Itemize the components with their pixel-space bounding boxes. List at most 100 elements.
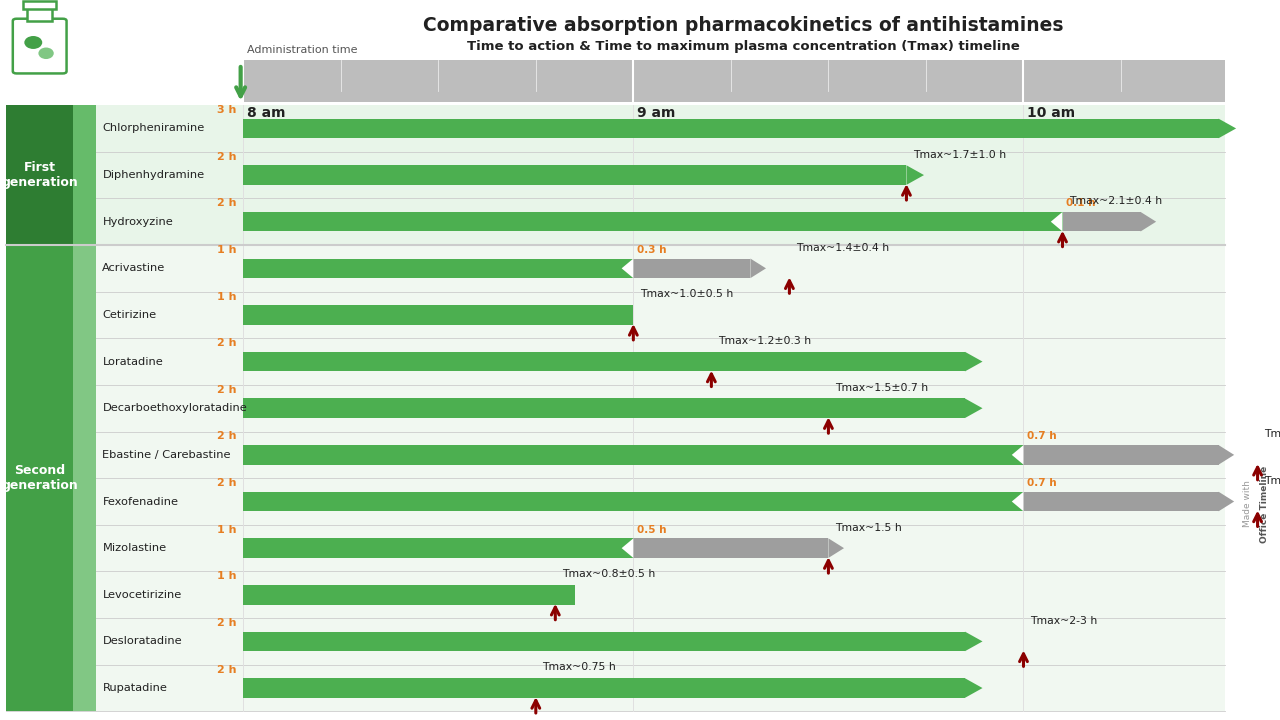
Text: Tmax~2.6 h: Tmax~2.6 h xyxy=(1263,476,1280,486)
Bar xyxy=(96,292,1225,338)
Text: Tmax~1.5 h: Tmax~1.5 h xyxy=(835,523,901,533)
Bar xyxy=(96,199,1225,245)
Text: Levocetirizine: Levocetirizine xyxy=(102,590,182,600)
Text: First
generation: First generation xyxy=(1,161,78,189)
Bar xyxy=(96,431,1225,478)
Bar xyxy=(243,352,965,372)
Text: Tmax~0.8±0.5 h: Tmax~0.8±0.5 h xyxy=(562,570,655,579)
Text: 2 h: 2 h xyxy=(218,618,237,628)
Bar xyxy=(243,398,965,418)
Text: 1 h: 1 h xyxy=(218,292,237,302)
Text: Tmax~1.0±0.5 h: Tmax~1.0±0.5 h xyxy=(640,289,733,300)
Text: 2 h: 2 h xyxy=(218,665,237,675)
Text: Tmax~1.2±0.3 h: Tmax~1.2±0.3 h xyxy=(718,336,812,346)
Bar xyxy=(243,258,634,278)
Polygon shape xyxy=(965,352,983,372)
Bar xyxy=(243,492,1024,511)
Text: 2 h: 2 h xyxy=(218,431,237,441)
Bar xyxy=(634,539,828,558)
Bar xyxy=(243,445,1024,464)
Text: 0.3 h: 0.3 h xyxy=(637,245,667,255)
Bar xyxy=(6,105,73,245)
Text: 1 h: 1 h xyxy=(218,245,237,255)
Text: Tmax~1.4±0.4 h: Tmax~1.4±0.4 h xyxy=(796,243,888,253)
Text: 0.1 h: 0.1 h xyxy=(1066,198,1096,208)
Text: 0.7 h: 0.7 h xyxy=(1028,478,1057,488)
Polygon shape xyxy=(906,166,924,185)
Text: Tmax~0.75 h: Tmax~0.75 h xyxy=(543,662,616,672)
Ellipse shape xyxy=(38,48,54,59)
Bar xyxy=(96,478,1225,525)
Bar xyxy=(1024,492,1219,511)
Text: Tmax~1.5±0.7 h: Tmax~1.5±0.7 h xyxy=(835,383,928,392)
Bar xyxy=(96,338,1225,385)
Text: Ebastine / Carebastine: Ebastine / Carebastine xyxy=(102,450,230,460)
Text: Loratadine: Loratadine xyxy=(102,356,163,366)
Text: 2 h: 2 h xyxy=(218,478,237,488)
Ellipse shape xyxy=(24,36,42,49)
Text: Tmax~2-3 h: Tmax~2-3 h xyxy=(1030,616,1097,626)
Bar xyxy=(6,245,73,711)
Text: Comparative absorption pharmacokinetics of antihistamines: Comparative absorption pharmacokinetics … xyxy=(424,16,1064,35)
Bar xyxy=(243,166,906,185)
Polygon shape xyxy=(622,539,634,558)
Text: Cetirizine: Cetirizine xyxy=(102,310,156,320)
Text: Tmax~2.6±5.7 h: Tmax~2.6±5.7 h xyxy=(1263,429,1280,439)
Bar xyxy=(243,678,965,698)
Text: Acrivastine: Acrivastine xyxy=(102,264,165,274)
Polygon shape xyxy=(965,678,983,698)
Text: Fexofenadine: Fexofenadine xyxy=(102,497,178,506)
Text: Office Timeline: Office Timeline xyxy=(1260,465,1270,543)
Text: 1 h: 1 h xyxy=(218,572,237,581)
Text: Decarboethoxyloratadine: Decarboethoxyloratadine xyxy=(102,403,247,413)
Bar xyxy=(1062,212,1140,232)
Bar xyxy=(96,665,1225,711)
Bar xyxy=(243,212,1062,232)
Text: Desloratadine: Desloratadine xyxy=(102,636,182,647)
Polygon shape xyxy=(1219,445,1234,464)
Text: 2 h: 2 h xyxy=(218,152,237,162)
Polygon shape xyxy=(965,398,983,418)
Text: Administration time: Administration time xyxy=(247,45,357,55)
Bar xyxy=(73,105,96,245)
Bar xyxy=(96,385,1225,431)
FancyBboxPatch shape xyxy=(13,19,67,73)
Bar xyxy=(23,1,56,9)
Polygon shape xyxy=(1219,119,1236,138)
Bar xyxy=(634,258,750,278)
Text: Tmax~2.1±0.4 h: Tmax~2.1±0.4 h xyxy=(1069,196,1162,206)
Polygon shape xyxy=(1011,492,1024,511)
Text: 2 h: 2 h xyxy=(218,385,237,395)
Bar xyxy=(96,245,1225,292)
Polygon shape xyxy=(965,631,983,651)
Text: Chlorpheniramine: Chlorpheniramine xyxy=(102,123,205,133)
Polygon shape xyxy=(1219,492,1234,511)
Text: 2 h: 2 h xyxy=(218,198,237,208)
Bar xyxy=(27,8,52,21)
Bar xyxy=(1024,445,1219,464)
Text: 0.5 h: 0.5 h xyxy=(637,525,667,535)
Polygon shape xyxy=(622,258,634,278)
Text: 9 am: 9 am xyxy=(637,106,676,120)
Text: Tmax~1.7±1.0 h: Tmax~1.7±1.0 h xyxy=(913,150,1006,160)
Bar xyxy=(96,525,1225,572)
Bar xyxy=(96,152,1225,199)
Polygon shape xyxy=(1140,212,1156,232)
Text: 3 h: 3 h xyxy=(218,105,237,115)
Bar xyxy=(96,618,1225,665)
Text: Second
generation: Second generation xyxy=(1,464,78,492)
Text: 0.7 h: 0.7 h xyxy=(1028,431,1057,441)
Bar xyxy=(96,105,1225,152)
Text: Made with: Made with xyxy=(1243,480,1253,528)
Polygon shape xyxy=(1011,445,1024,464)
Text: Diphenhydramine: Diphenhydramine xyxy=(102,170,205,180)
Bar xyxy=(243,60,1225,102)
Bar xyxy=(243,305,634,325)
Text: Mizolastine: Mizolastine xyxy=(102,543,166,553)
Bar xyxy=(243,539,634,558)
Text: Rupatadine: Rupatadine xyxy=(102,683,168,693)
Bar xyxy=(243,119,1219,138)
Polygon shape xyxy=(1051,212,1062,232)
Bar xyxy=(243,631,965,651)
Polygon shape xyxy=(828,539,844,558)
